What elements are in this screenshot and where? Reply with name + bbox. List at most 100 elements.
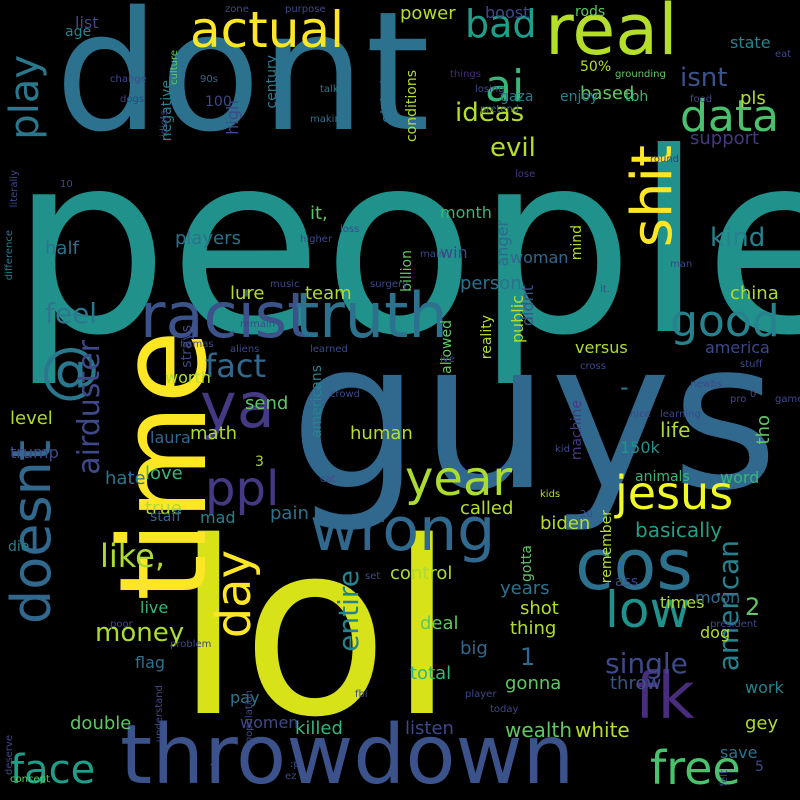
cloud-word: ai (485, 61, 525, 112)
cloud-word: throwdown (120, 708, 575, 800)
cloud-word: surgery (370, 279, 409, 290)
cloud-word: moon (695, 588, 741, 607)
cloud-word: team (305, 283, 352, 304)
cloud-word: win (440, 243, 468, 262)
cloud-word: idiots (159, 110, 170, 138)
cloud-word: main (420, 249, 445, 260)
cloud-word: tho (753, 415, 774, 445)
cloud-word: women (240, 713, 299, 732)
cloud-word: math (190, 423, 238, 444)
cloud-word: good (670, 296, 780, 347)
cloud-word: years (500, 578, 550, 599)
cloud-word: music (270, 279, 300, 290)
cloud-word: love (145, 463, 183, 484)
cloud-word: face (10, 747, 96, 793)
cloud-word: versus (575, 338, 628, 357)
cloud-word: lose (515, 169, 536, 180)
cloud-word: flag (135, 653, 166, 672)
cloud-word: wealth (505, 718, 572, 742)
cloud-word: kind (710, 223, 766, 253)
cloud-word: 10 (60, 179, 73, 190)
cloud-word: difference (4, 230, 15, 281)
cloud-word: felt (719, 770, 730, 787)
cloud-word: man (670, 259, 693, 270)
cloud-word: didnt (518, 285, 537, 327)
cloud-word: today (490, 704, 519, 715)
cloud-word: culture (169, 50, 180, 85)
cloud-word: support (690, 128, 760, 149)
cloud-word: china (730, 283, 779, 304)
cloud-word: truth (295, 279, 448, 352)
cloud-word: trump (10, 443, 59, 462)
cloud-word: laura (150, 428, 191, 447)
cloud-word: pay (230, 688, 260, 707)
cloud-word: single (605, 647, 688, 680)
cloud-word: listen (405, 718, 454, 739)
cloud-word: free (650, 741, 741, 795)
cloud-word: actual (190, 1, 344, 59)
cloud-word: 50% (580, 59, 612, 75)
cloud-word: population (244, 690, 255, 744)
cloud-word: big (460, 638, 488, 659)
cloud-word: ya (200, 369, 275, 442)
cloud-word: jesus (615, 466, 734, 520)
cloud-word: feel (45, 297, 98, 330)
cloud-word: higher (300, 234, 333, 245)
cloud-word: ppl (205, 461, 280, 517)
cloud-word: list (75, 13, 99, 32)
cloud-word: pls (740, 88, 766, 109)
cloud-word: lol (175, 490, 456, 770)
cloud-word: fbi (355, 689, 368, 700)
cloud-word: called (460, 498, 514, 519)
cloud-word: change (110, 74, 147, 85)
cloud-word: day (206, 550, 262, 639)
cloud-word: person (460, 273, 522, 294)
cloud-word: gonna (505, 673, 562, 694)
cloud-word: racist (140, 279, 312, 352)
cloud-word: based (580, 83, 635, 104)
cloud-word: remain (240, 319, 276, 330)
cloud-word: losing (475, 84, 505, 95)
cloud-word: pain (270, 503, 309, 524)
cloud-word: @ (40, 335, 100, 405)
cloud-word: crowd (330, 389, 361, 400)
cloud-word: like, (100, 537, 166, 575)
cloud-word: 1 (520, 643, 536, 671)
cloud-word: century (264, 55, 280, 109)
cloud-word: ez (285, 771, 297, 782)
cloud-word: evil (490, 133, 536, 163)
cloud-word: throw (610, 673, 662, 694)
cloud-word: month (440, 203, 492, 222)
cloud-word: wrong (310, 495, 496, 565)
cloud-word: animals (635, 469, 690, 485)
cloud-word: live (140, 598, 169, 617)
cloud-word: word (720, 468, 760, 487)
cloud-word: literally (9, 170, 20, 208)
cloud-word: :p (290, 759, 300, 770)
cloud-word: killed (295, 718, 343, 739)
cloud-word: loss (340, 224, 360, 235)
cloud-word: 0 (750, 389, 757, 400)
cloud-word: staff (150, 509, 182, 525)
cloud-word: isnt (680, 63, 728, 93)
cloud-word: white (575, 718, 630, 742)
cloud-word: send (245, 393, 289, 414)
cloud-word: game (775, 394, 800, 405)
cloud-word: money (95, 618, 185, 648)
cloud-word: dog (700, 623, 731, 642)
cloud-word: deserve (4, 735, 15, 776)
cloud-word: poor (110, 619, 133, 630)
cloud-word: conditions (404, 70, 420, 143)
cloud-word: worth (165, 368, 211, 387)
cloud-word: bad (465, 2, 537, 46)
cloud-word: fact (205, 347, 267, 385)
cloud-word: enjoy (560, 89, 599, 105)
cloud-word: talk (320, 84, 339, 95)
cloud-word: understand (154, 685, 165, 743)
cloud-word: guys (290, 298, 779, 536)
cloud-word: learned (310, 344, 348, 355)
cloud-word: boost (485, 3, 530, 22)
cloud-word: play (2, 55, 48, 140)
cloud-word: age (65, 24, 92, 40)
cloud-word: level (10, 408, 53, 429)
